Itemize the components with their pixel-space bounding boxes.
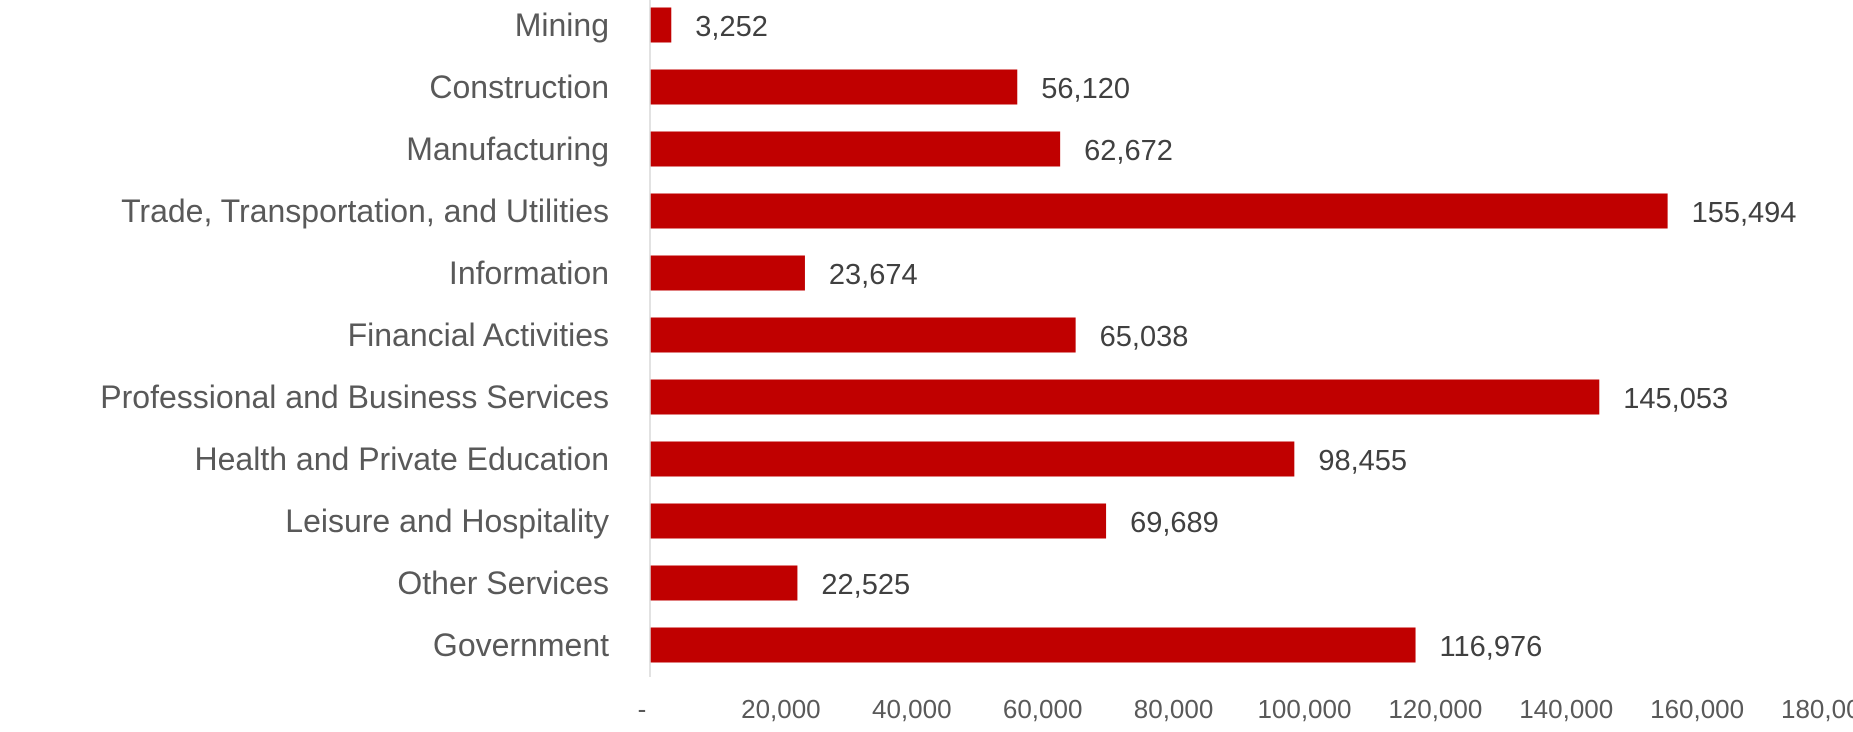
bar-8 xyxy=(650,503,1107,539)
category-label: Other Services xyxy=(397,565,609,601)
category-label: Government xyxy=(433,627,609,663)
x-tick-label: 20,000 xyxy=(741,694,821,724)
category-label: Trade, Transportation, and Utilities xyxy=(121,193,609,229)
x-tick-label: 100,000 xyxy=(1257,694,1351,724)
x-tick-label: 160,000 xyxy=(1650,694,1744,724)
data-label: 62,672 xyxy=(1084,135,1173,167)
bar-2 xyxy=(650,131,1061,167)
x-tick-label: 40,000 xyxy=(872,694,952,724)
bar-4 xyxy=(650,255,805,291)
category-label: Information xyxy=(449,255,609,291)
data-label: 116,976 xyxy=(1440,631,1543,663)
bar-1 xyxy=(650,69,1018,105)
bars-group xyxy=(650,7,1668,663)
x-tick-label: 140,000 xyxy=(1519,694,1613,724)
x-tick-label: - xyxy=(638,694,647,724)
category-label: Professional and Business Services xyxy=(100,379,609,415)
data-label: 145,053 xyxy=(1623,383,1728,415)
data-label: 56,120 xyxy=(1041,73,1130,105)
category-label: Manufacturing xyxy=(406,131,609,167)
bar-6 xyxy=(650,379,1600,415)
category-labels-group: Mining Construction Manufacturing Trade, Tr… xyxy=(100,7,609,663)
data-label: 65,038 xyxy=(1100,321,1189,353)
category-label: Financial Activities xyxy=(348,317,609,353)
bar-5 xyxy=(650,317,1076,353)
bar-7 xyxy=(650,441,1295,477)
x-tick-labels-group: - 20,000 40,000 60,000 80,000 100,000 120,000 1… xyxy=(638,694,1853,724)
data-label: 22,525 xyxy=(821,569,910,601)
category-label: Construction xyxy=(429,69,609,105)
data-labels-group: 3,252 56,120 62,672 155,494 23,674 65,038 145,… xyxy=(695,11,1796,663)
data-label: 98,455 xyxy=(1318,445,1407,477)
bar-9 xyxy=(650,565,798,601)
category-label: Mining xyxy=(515,7,609,43)
x-tick-label: 60,000 xyxy=(1003,694,1083,724)
category-label: Health and Private Education xyxy=(195,441,609,477)
data-label: 3,252 xyxy=(695,11,768,43)
bar-3 xyxy=(650,193,1668,229)
category-label: Leisure and Hospitality xyxy=(285,503,609,539)
data-label: 155,494 xyxy=(1692,197,1797,229)
x-tick-label: 120,000 xyxy=(1388,694,1482,724)
x-tick-label: 80,000 xyxy=(1134,694,1214,724)
bar-10 xyxy=(650,627,1416,663)
data-label: 23,674 xyxy=(829,259,918,291)
bar-0 xyxy=(650,7,672,43)
x-tick-label: 180,000 xyxy=(1781,694,1853,724)
data-label: 69,689 xyxy=(1130,507,1219,539)
